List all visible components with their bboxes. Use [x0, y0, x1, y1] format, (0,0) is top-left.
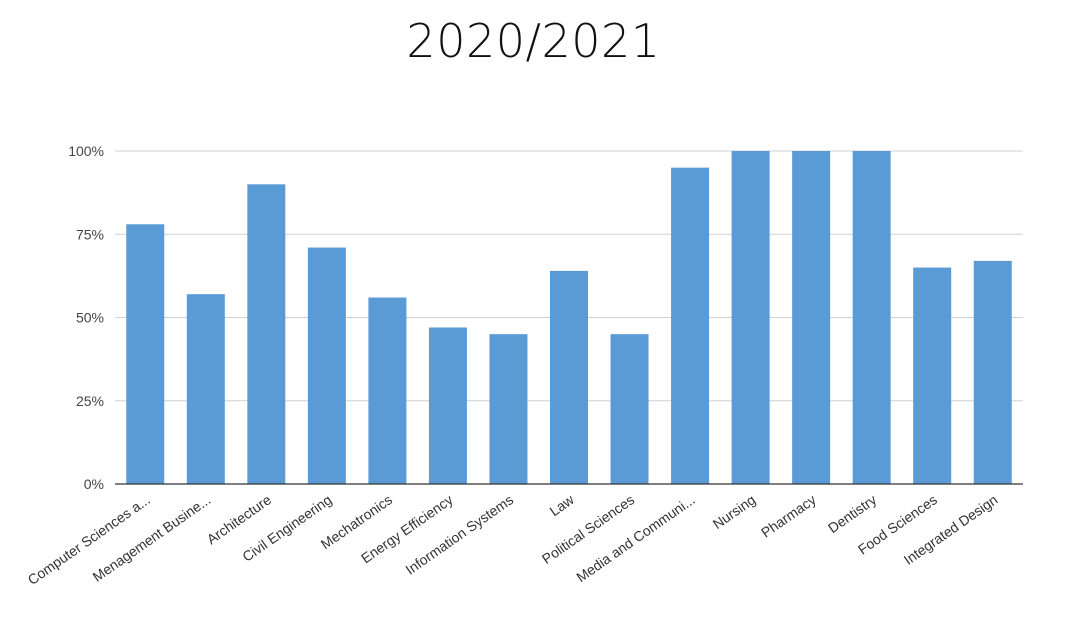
bar	[247, 184, 286, 485]
bar	[307, 247, 346, 484]
bar	[671, 167, 710, 484]
bars	[126, 151, 1012, 485]
y-tick-label: 0%	[84, 476, 104, 492]
x-tick-label: Information Systems	[402, 491, 516, 577]
bar	[852, 151, 891, 484]
y-axis-tick-labels: 0% 25% 50% 75% 100%	[68, 143, 104, 492]
x-tick-label: Dentistry	[825, 491, 879, 536]
bar	[428, 327, 467, 484]
y-tick-label: 25%	[76, 393, 104, 409]
bar	[368, 297, 407, 484]
y-tick-label: 100%	[68, 143, 104, 159]
bar	[186, 294, 225, 484]
x-axis-category-labels: Computer Sciences a...Menagement Busine.…	[25, 491, 1001, 588]
bar	[913, 267, 952, 484]
y-tick-label: 75%	[76, 226, 104, 242]
bar	[792, 151, 831, 484]
chart-title: 2020/2021	[406, 14, 661, 68]
bar	[731, 151, 770, 484]
bar	[489, 334, 528, 484]
x-tick-label: Law	[547, 491, 578, 519]
bar	[126, 224, 165, 484]
x-tick-label: Nursing	[710, 491, 759, 532]
bar	[610, 334, 649, 484]
y-tick-label: 50%	[76, 310, 104, 326]
x-tick-label: Pharmacy	[758, 491, 819, 540]
bar	[973, 260, 1012, 484]
bar	[550, 270, 588, 484]
